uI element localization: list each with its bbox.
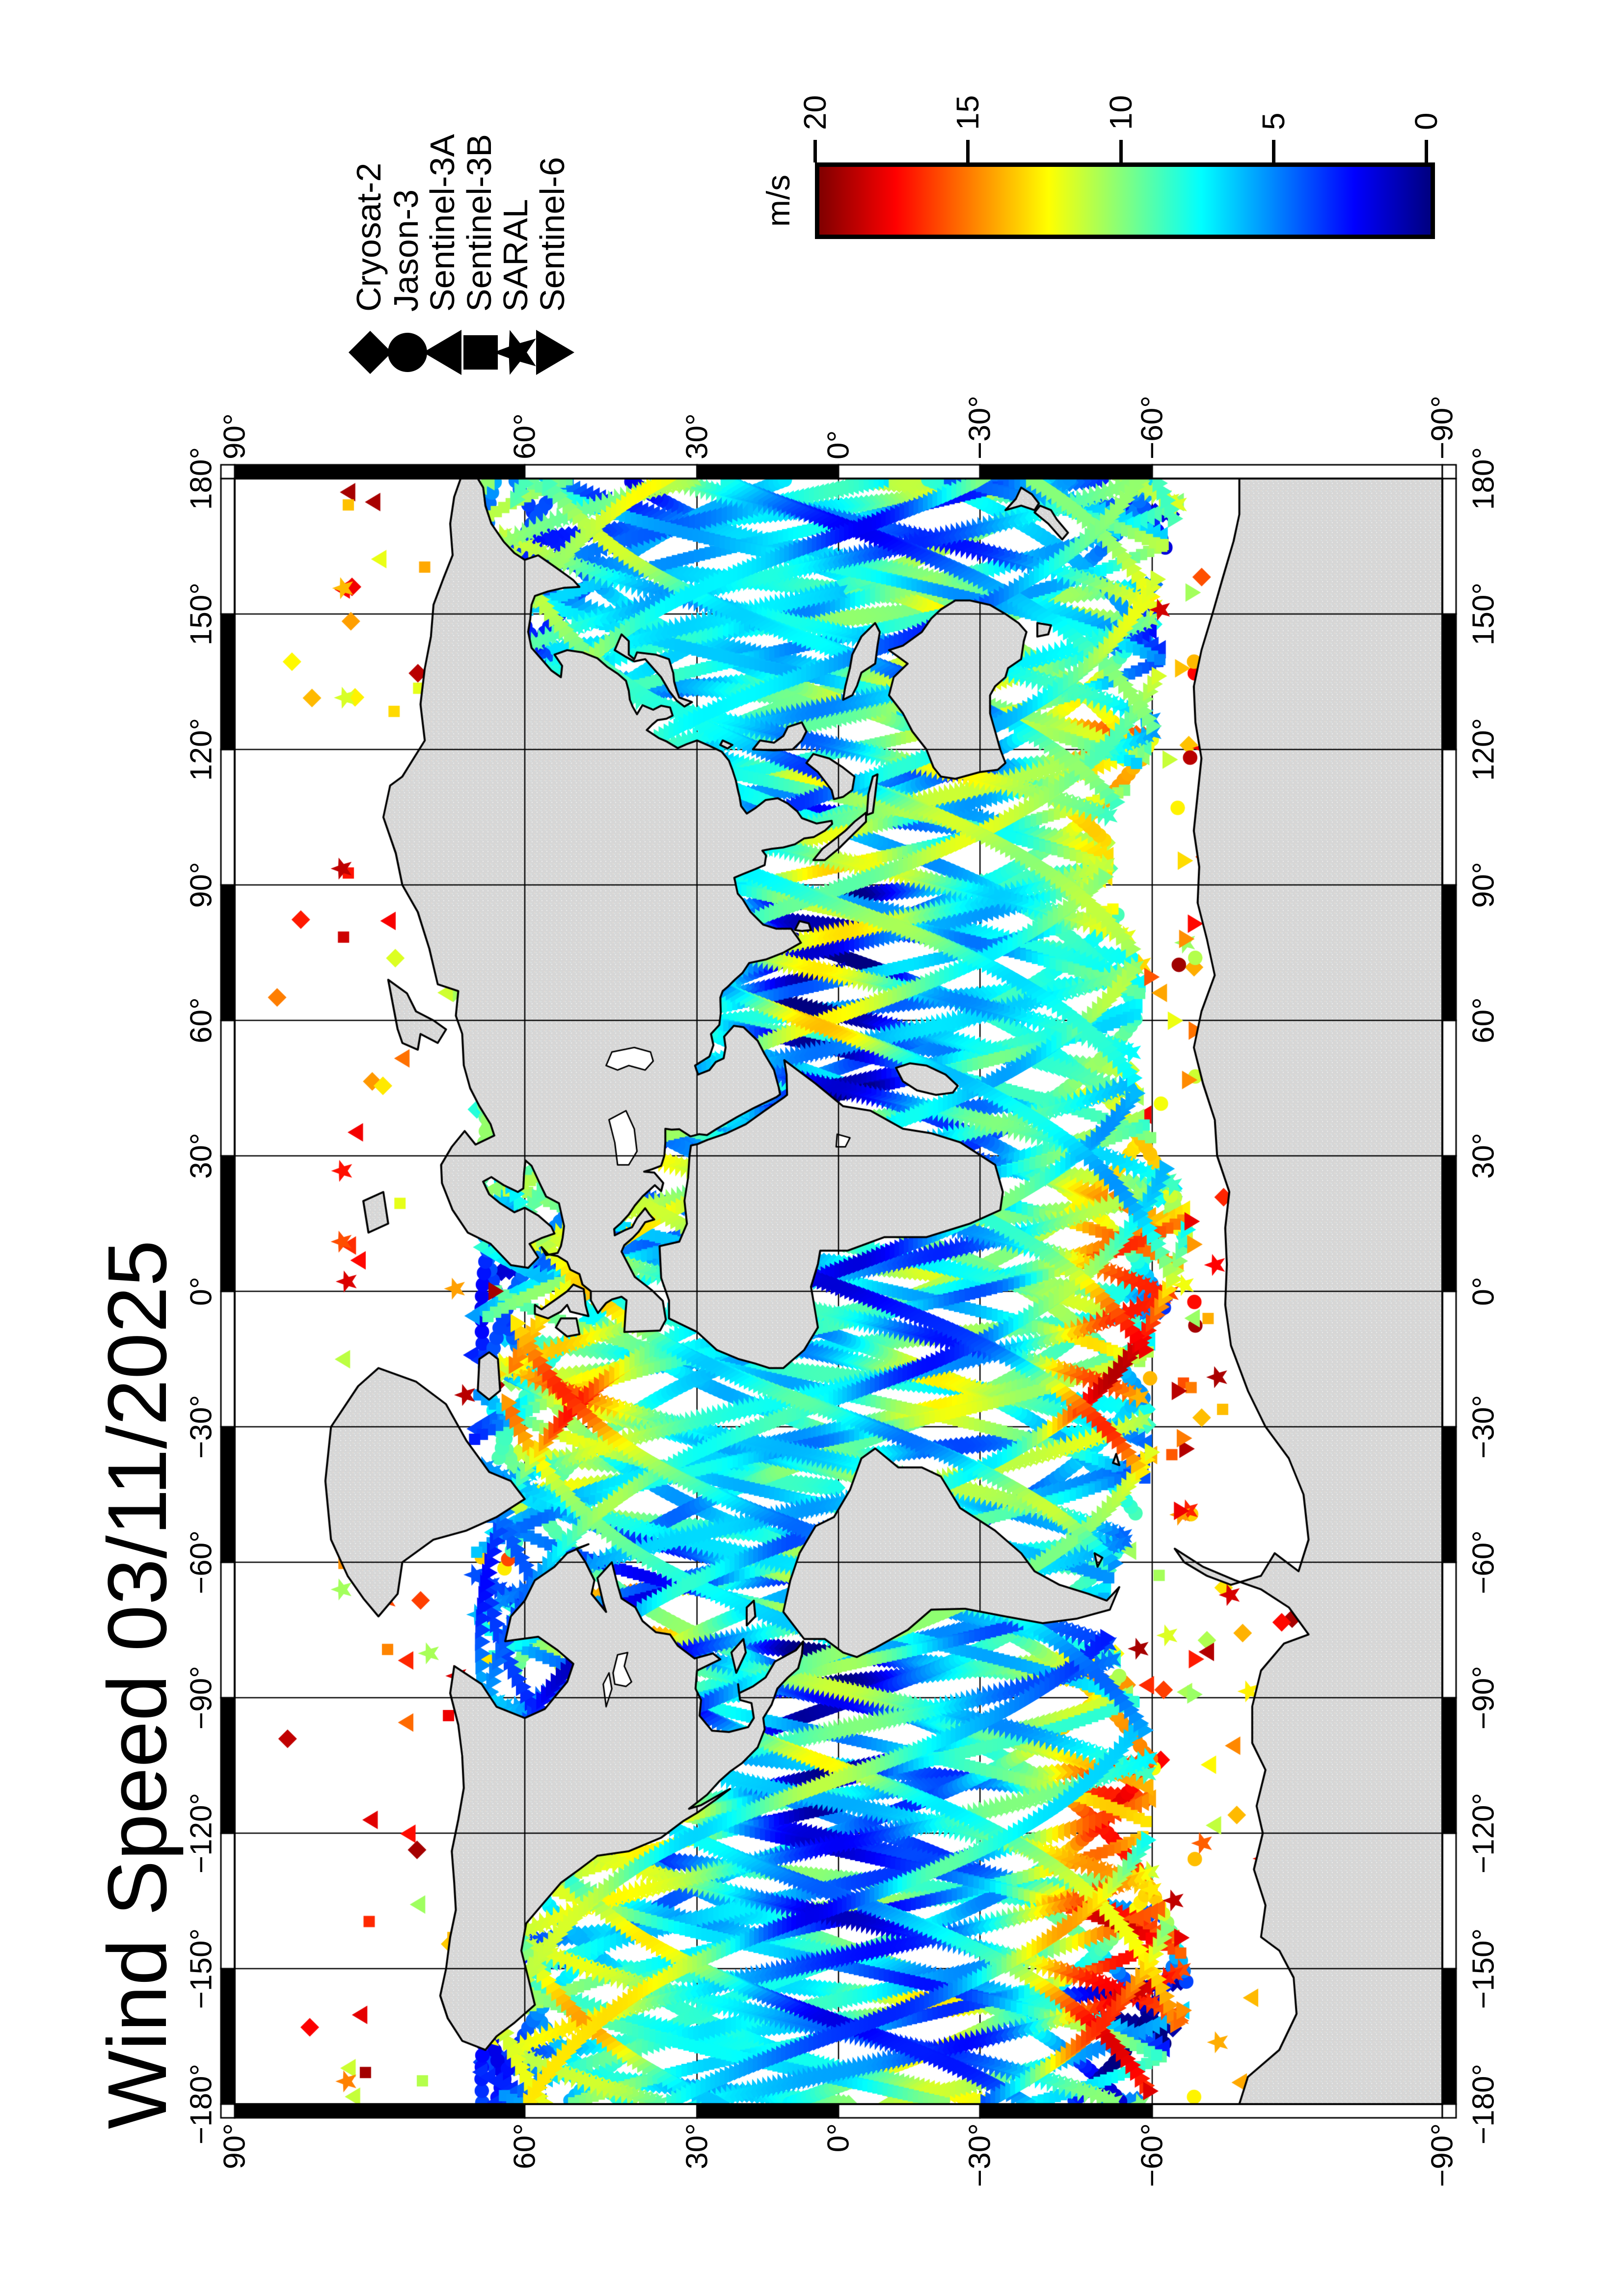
legend-symbol-square-icon <box>463 335 498 370</box>
lon-tick-label-top-120: 120° <box>184 718 218 781</box>
lon-tick-label-bottom--180: −180° <box>1466 2063 1501 2145</box>
lat-tick-label-left-0: 0° <box>821 2123 856 2153</box>
legend-symbol-star-icon <box>493 330 536 375</box>
legend-symbol-circle-icon <box>388 333 427 372</box>
legend-label-sentinel-6: Sentinel-6 <box>533 157 571 312</box>
lon-tick-label-bottom-90: 90° <box>1466 862 1501 908</box>
legend-label-jason-3: Jason-3 <box>386 189 425 312</box>
lon-tick-label-bottom--90: −90° <box>1466 1666 1501 1730</box>
legend-label-cryosat-2: Cryosat-2 <box>349 162 388 312</box>
legend-symbol-diamond-icon <box>349 331 392 374</box>
lon-tick-label-top-90: 90° <box>184 862 218 908</box>
lon-tick-label-bottom-150: 150° <box>1466 582 1501 646</box>
lon-tick-label-top--60: −60° <box>184 1530 218 1594</box>
legend-label-sentinel-3b: Sentinel-3B <box>460 134 498 312</box>
lon-tick-label-top-30: 30° <box>184 1133 218 1179</box>
lon-tick-label-bottom-0: 0° <box>1466 1277 1501 1306</box>
colorbar-tick-10 <box>1119 140 1123 162</box>
lon-tick-label-bottom--150: −150° <box>1466 1928 1501 2009</box>
lon-tick-label-top-60: 60° <box>184 997 218 1043</box>
lat-tick-label-left--30: −30° <box>963 2123 997 2187</box>
colorbar-unit-label: m/s <box>760 174 796 227</box>
colorbar-tick-label-15: 15 <box>950 95 986 130</box>
lon-tick-label-bottom--120: −120° <box>1466 1792 1501 1874</box>
lat-tick-label-right--90: −90° <box>1425 396 1460 459</box>
colorbar-tick-15 <box>966 140 970 162</box>
legend-label-saral: SARAL <box>496 199 535 312</box>
colorbar-tick-label-5: 5 <box>1255 112 1291 130</box>
lon-tick-label-top-180: 180° <box>184 447 218 510</box>
lat-tick-label-right--30: −30° <box>963 396 997 459</box>
lat-tick-label-right-60: 60° <box>508 413 542 459</box>
lat-tick-label-left--60: −60° <box>1135 2123 1169 2187</box>
colorbar-gradient <box>815 162 1435 239</box>
lat-tick-label-left--90: −90° <box>1425 2123 1460 2187</box>
lon-tick-label-top--180: −180° <box>184 2063 218 2145</box>
colorbar-tick-5 <box>1271 140 1275 162</box>
colorbar-tick-label-20: 20 <box>797 95 833 130</box>
lon-tick-label-top--120: −120° <box>184 1792 218 1874</box>
lat-tick-label-right-90: 90° <box>217 413 252 459</box>
plot-title: Wind Speed 03/11/2025 <box>91 1240 184 2129</box>
lon-tick-label-top--150: −150° <box>184 1928 218 2009</box>
colorbar-tick-20 <box>813 140 817 162</box>
lon-tick-label-bottom--30: −30° <box>1466 1395 1501 1459</box>
lon-tick-label-top--30: −30° <box>184 1395 218 1459</box>
lon-tick-label-top-150: 150° <box>184 582 218 646</box>
colorbar-tick-label-0: 0 <box>1408 112 1444 130</box>
lon-tick-label-bottom-60: 60° <box>1466 997 1501 1043</box>
lon-tick-label-bottom-120: 120° <box>1466 718 1501 781</box>
lon-tick-label-bottom--60: −60° <box>1466 1530 1501 1594</box>
lat-tick-label-right-0: 0° <box>821 430 856 459</box>
lon-tick-label-top--90: −90° <box>184 1666 218 1730</box>
lat-tick-label-left-30: 30° <box>680 2123 714 2169</box>
lon-tick-label-bottom-30: 30° <box>1466 1133 1501 1179</box>
colorbar-tick-label-10: 10 <box>1103 95 1138 130</box>
legend-symbol-triangle-down-icon <box>536 330 574 375</box>
lon-tick-label-top-0: 0° <box>184 1277 218 1306</box>
lat-tick-label-right--60: −60° <box>1135 396 1169 459</box>
lat-tick-label-right-30: 30° <box>680 413 714 459</box>
lat-tick-label-left-60: 60° <box>508 2123 542 2169</box>
legend-label-sentinel-3a: Sentinel-3A <box>423 134 461 312</box>
lon-tick-label-bottom-180: 180° <box>1466 447 1501 510</box>
lat-tick-label-left-90: 90° <box>217 2123 252 2169</box>
legend-symbol-triangle-up-icon <box>423 330 461 375</box>
colorbar-tick-0 <box>1425 140 1428 162</box>
